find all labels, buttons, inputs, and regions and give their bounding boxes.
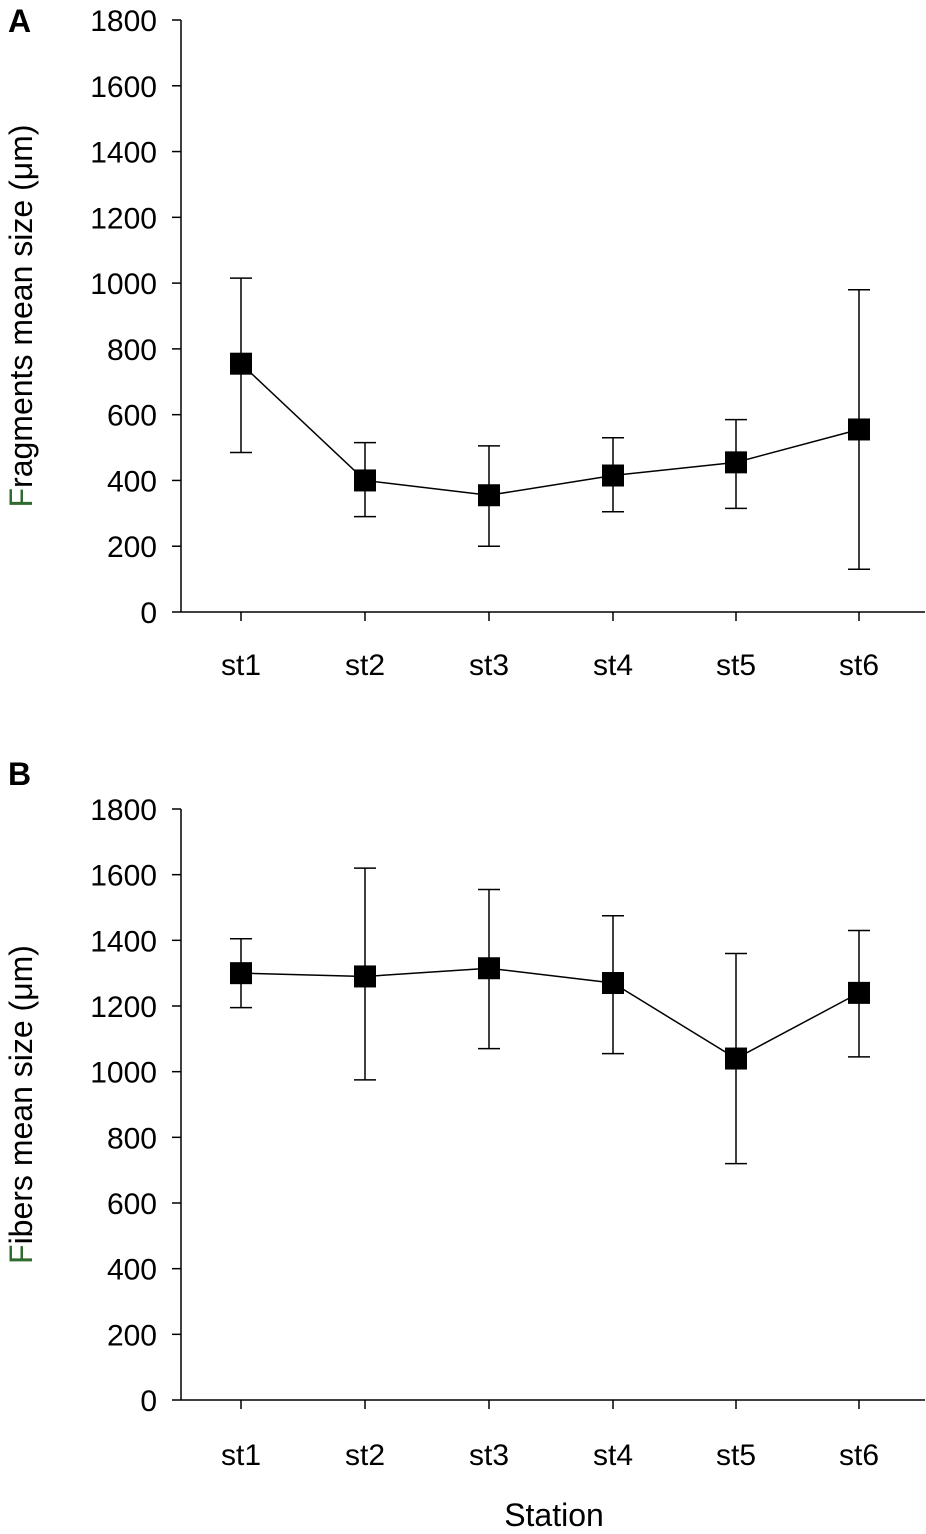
x-tick-label: st2 bbox=[345, 649, 385, 682]
y-tick-label: 600 bbox=[107, 400, 157, 433]
y-tick-label: 1400 bbox=[90, 137, 157, 170]
y-axis-title: Fragments mean size (μm) bbox=[3, 125, 39, 508]
y-tick-label: 1800 bbox=[90, 794, 157, 827]
y-tick-label: 1800 bbox=[90, 5, 157, 38]
series-line bbox=[240, 967, 860, 1060]
x-tick-label: st6 bbox=[839, 1439, 879, 1472]
chart-panel-a: A 0 200 400 600 800 1000 1200 1400 1600 1800 st1 st2… bbox=[3, 3, 925, 682]
chart-panel-b: B 0 200 400 600 800 1000 1200 1400 1600 1800 st1 st2… bbox=[3, 756, 925, 1533]
data-point-st6 bbox=[848, 418, 870, 441]
y-tick-label: 1600 bbox=[90, 860, 157, 893]
x-tick-label: st4 bbox=[593, 1439, 633, 1472]
panel-label: A bbox=[8, 3, 31, 39]
x-tick-label: st6 bbox=[839, 649, 879, 682]
data-point-st2 bbox=[354, 469, 376, 492]
y-axis-title-rest: ibers mean size (μm) bbox=[3, 945, 39, 1244]
y-tick-label: 400 bbox=[107, 465, 157, 498]
series-line bbox=[240, 363, 860, 497]
data-point-st1 bbox=[230, 352, 252, 375]
y-tick-label: 800 bbox=[107, 1122, 157, 1155]
y-tick-label: 1200 bbox=[90, 991, 157, 1024]
y-axis-title-initial: F bbox=[3, 488, 39, 508]
x-tick-label: st4 bbox=[593, 649, 633, 682]
y-tick-label: 1600 bbox=[90, 71, 157, 104]
y-tick-label: 400 bbox=[107, 1254, 157, 1287]
data-point-st3 bbox=[478, 957, 500, 980]
data-point-st2 bbox=[354, 965, 376, 988]
y-tick-label: 1000 bbox=[90, 268, 157, 301]
y-tick-label: 1400 bbox=[90, 925, 157, 958]
y-tick-label: 1200 bbox=[90, 202, 157, 235]
data-point-st6 bbox=[848, 981, 870, 1004]
y-tick-label: 0 bbox=[140, 597, 157, 630]
data-point-st4 bbox=[602, 972, 624, 995]
x-tick-label: st1 bbox=[221, 1439, 261, 1472]
x-tick-label: st1 bbox=[221, 649, 261, 682]
x-tick-label: st3 bbox=[469, 1439, 509, 1472]
x-tick-label: st5 bbox=[716, 649, 756, 682]
y-axis-title: Fibers mean size (μm) bbox=[3, 945, 39, 1264]
panel-label: B bbox=[8, 756, 31, 792]
x-tick-label: st5 bbox=[716, 1439, 756, 1472]
x-tick-label: st2 bbox=[345, 1439, 385, 1472]
y-tick-label: 0 bbox=[140, 1385, 157, 1418]
data-point-st1 bbox=[230, 962, 252, 985]
y-tick-label: 800 bbox=[107, 334, 157, 367]
y-tick-label: 200 bbox=[107, 1319, 157, 1352]
y-tick-label: 600 bbox=[107, 1188, 157, 1221]
data-point-st3 bbox=[478, 484, 500, 507]
x-axis-title: Station bbox=[504, 1497, 604, 1533]
data-point-st5 bbox=[725, 451, 747, 474]
y-axis-title-initial: F bbox=[3, 1244, 39, 1264]
x-tick-label: st3 bbox=[469, 649, 509, 682]
y-tick-label: 200 bbox=[107, 531, 157, 564]
y-axis-title-rest: ragments mean size (μm) bbox=[3, 125, 39, 488]
y-tick-label: 1000 bbox=[90, 1057, 157, 1090]
data-point-st4 bbox=[602, 464, 624, 487]
data-point-st5 bbox=[725, 1047, 747, 1070]
